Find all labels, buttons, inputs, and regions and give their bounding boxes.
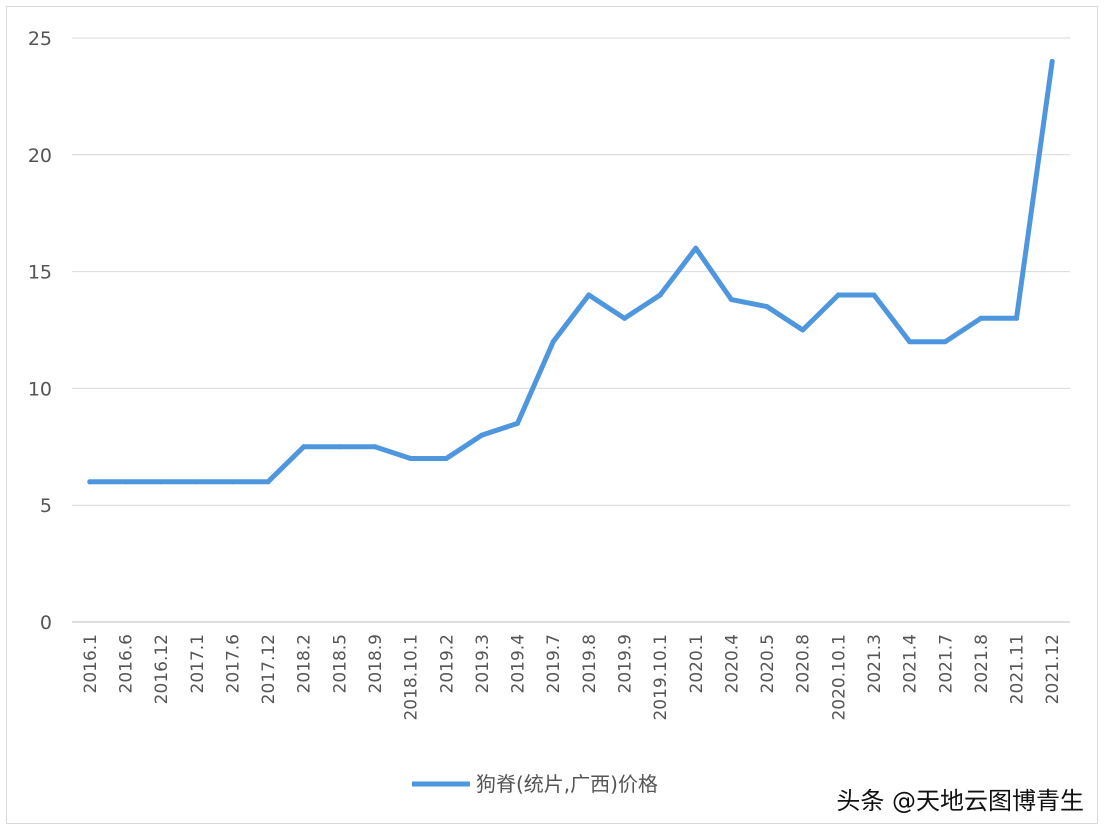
data-point (122, 479, 128, 485)
data-point (87, 479, 93, 485)
data-point (800, 327, 806, 333)
data-point (265, 479, 271, 485)
y-axis-ticks: 0 5 10 15 20 25 (28, 28, 52, 634)
y-tick-label: 20 (28, 145, 52, 167)
data-point (942, 339, 948, 345)
x-tick-label: 2019.8 (580, 634, 600, 693)
gridlines (72, 37, 1070, 623)
x-tick-label: 2021.12 (1043, 634, 1063, 704)
x-tick-label: 2018.9 (366, 634, 386, 693)
data-point (372, 444, 378, 450)
data-point (871, 292, 877, 298)
data-point (479, 432, 485, 438)
data-point (229, 479, 235, 485)
series-line (87, 58, 1055, 485)
data-point (336, 444, 342, 450)
x-tick-label: 2016.6 (116, 634, 136, 693)
legend: 狗脊(统片,广西)价格 (412, 772, 658, 796)
data-point (194, 479, 200, 485)
data-point (586, 292, 592, 298)
x-tick-label: 2020.8 (794, 634, 814, 693)
x-tick-label: 2020.1 (687, 634, 707, 693)
y-tick-label: 10 (28, 378, 52, 400)
data-point (693, 245, 699, 251)
x-tick-label: 2021.8 (972, 634, 992, 693)
x-tick-label: 2019.7 (544, 634, 564, 693)
data-point (764, 304, 770, 310)
x-tick-label: 2017.6 (223, 634, 243, 693)
data-point (621, 315, 627, 321)
x-axis-ticks: 2016.1 2016.6 2016.12 2017.1 2017.6 2017.12 20… (81, 634, 1063, 721)
data-point (835, 292, 841, 298)
x-tick-label: 2019.2 (437, 634, 457, 693)
data-point (728, 297, 734, 303)
x-tick-label: 2016.1 (81, 634, 101, 693)
x-tick-label: 2019.3 (473, 634, 493, 693)
x-tick-label: 2021.11 (1008, 634, 1028, 704)
data-point (515, 420, 521, 426)
series-group (87, 58, 1055, 485)
data-point (1049, 58, 1055, 64)
data-point (443, 455, 449, 461)
data-point (158, 479, 164, 485)
data-point (907, 339, 913, 345)
x-tick-label: 2017.12 (259, 634, 279, 704)
x-tick-label: 2020.4 (722, 634, 742, 693)
x-tick-label: 2021.3 (865, 634, 885, 693)
data-point (1014, 315, 1020, 321)
x-tick-label: 2021.7 (936, 634, 956, 693)
x-tick-label: 2018.10.1 (402, 634, 422, 721)
y-tick-label: 25 (28, 28, 52, 50)
x-tick-label: 2018.5 (330, 634, 350, 693)
x-tick-label: 2019.4 (509, 634, 529, 693)
data-point (408, 455, 414, 461)
data-point (657, 292, 663, 298)
x-tick-label: 2019.10.1 (651, 634, 671, 721)
x-tick-label: 2017.1 (188, 634, 208, 693)
x-tick-label: 2020.10.1 (829, 634, 849, 721)
x-tick-label: 2020.5 (758, 634, 778, 693)
x-tick-label: 2018.2 (295, 634, 315, 693)
legend-label: 狗脊(统片,广西)价格 (476, 772, 658, 796)
x-tick-label: 2016.12 (152, 634, 172, 704)
y-tick-label: 15 (28, 262, 52, 284)
x-tick-label: 2019.9 (615, 634, 635, 693)
y-tick-label: 5 (40, 495, 52, 517)
data-point (301, 444, 307, 450)
data-point (550, 339, 556, 345)
x-tick-label: 2021.4 (901, 634, 921, 693)
watermark: 头条 @天地云图博青生 (836, 787, 1084, 815)
chart-frame (6, 6, 1098, 824)
data-point (978, 315, 984, 321)
y-tick-label: 0 (40, 612, 52, 634)
